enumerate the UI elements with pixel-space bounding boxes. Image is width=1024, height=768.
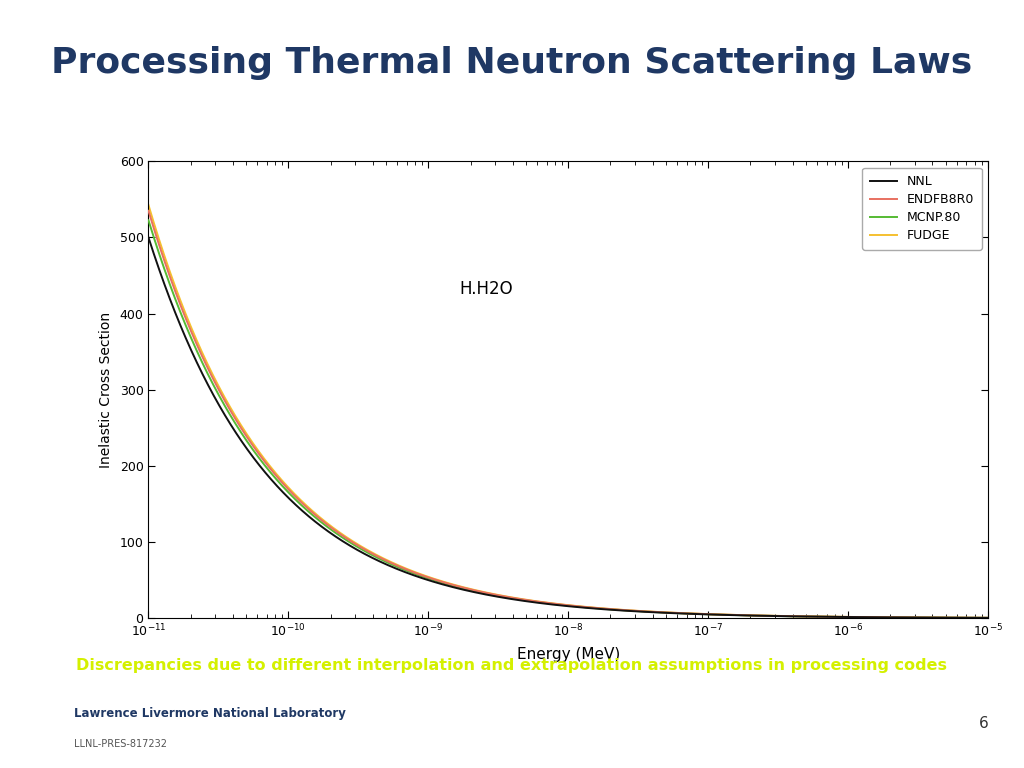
Text: Processing Thermal Neutron Scattering Laws: Processing Thermal Neutron Scattering La… [51, 45, 973, 80]
Text: Discrepancies due to different interpolation and extrapolation assumptions in pr: Discrepancies due to different interpola… [77, 657, 947, 673]
X-axis label: Energy (MeV): Energy (MeV) [517, 647, 620, 662]
Y-axis label: Inelastic Cross Section: Inelastic Cross Section [98, 312, 113, 468]
Text: 6: 6 [978, 716, 988, 731]
Bar [16, 739, 47, 753]
Text: LLNL-PRES-817232: LLNL-PRES-817232 [74, 739, 167, 749]
Legend: NNL, ENDFB8R0, MCNP.80, FUDGE: NNL, ENDFB8R0, MCNP.80, FUDGE [862, 167, 982, 250]
Text: Lawrence Livermore National Laboratory: Lawrence Livermore National Laboratory [74, 707, 346, 720]
Text: H.H2O: H.H2O [459, 280, 513, 298]
Bar [16, 707, 28, 753]
